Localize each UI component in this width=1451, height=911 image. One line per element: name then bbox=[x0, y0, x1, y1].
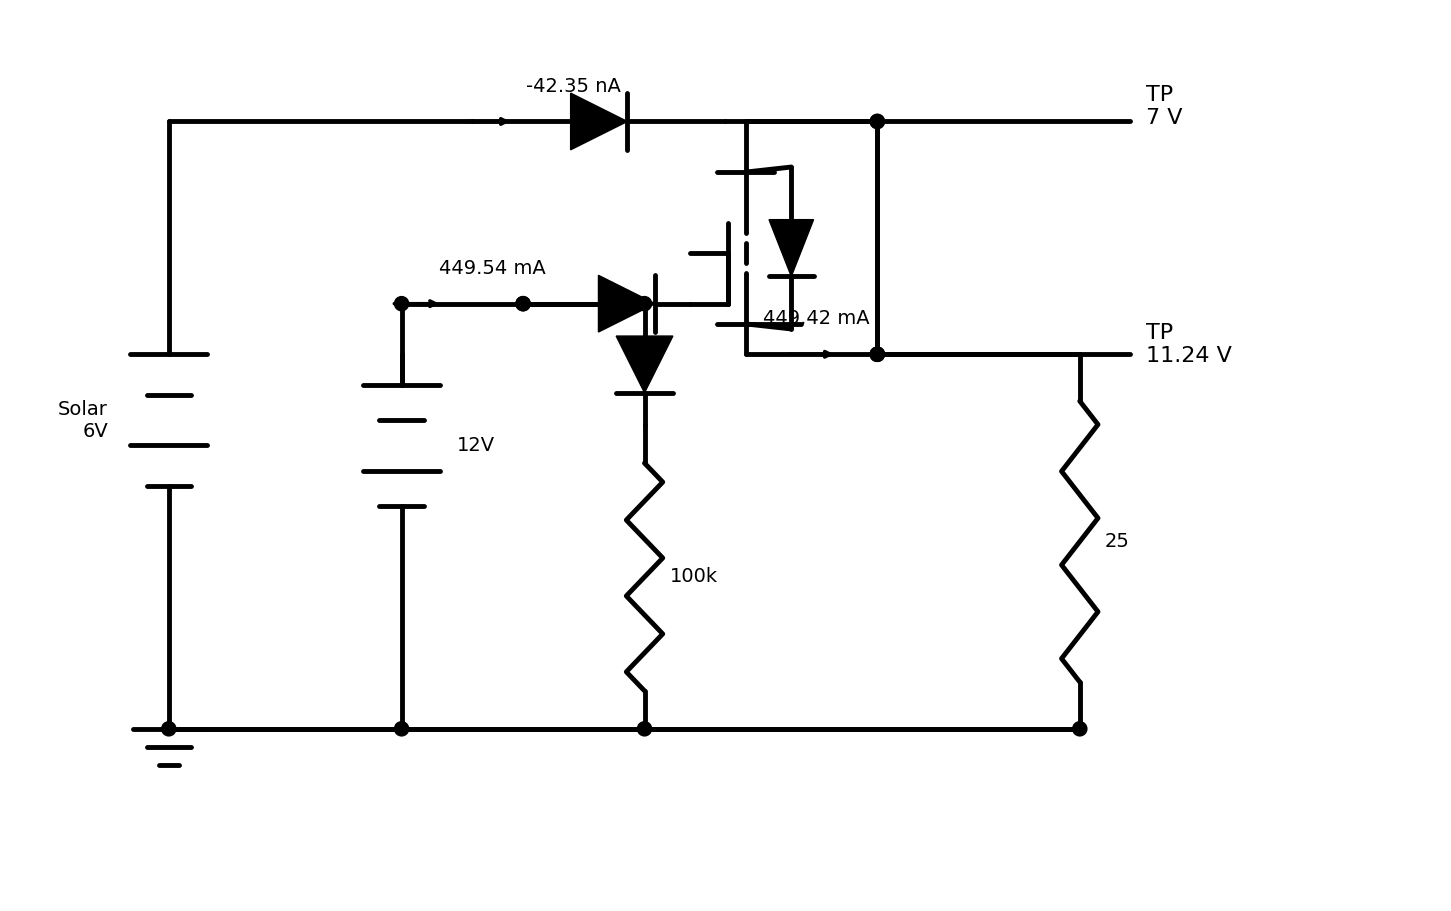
Polygon shape bbox=[617, 336, 673, 393]
Circle shape bbox=[1072, 722, 1087, 736]
Text: 449.42 mA: 449.42 mA bbox=[763, 310, 871, 328]
Circle shape bbox=[161, 722, 176, 736]
Circle shape bbox=[517, 297, 530, 311]
Circle shape bbox=[517, 297, 530, 311]
Circle shape bbox=[871, 115, 885, 128]
Circle shape bbox=[871, 347, 885, 362]
Polygon shape bbox=[769, 220, 814, 276]
Polygon shape bbox=[598, 275, 656, 332]
Polygon shape bbox=[570, 93, 627, 149]
Text: -42.35 nA: -42.35 nA bbox=[527, 77, 621, 96]
Circle shape bbox=[637, 722, 651, 736]
Text: 100k: 100k bbox=[670, 568, 718, 587]
Circle shape bbox=[871, 347, 885, 362]
Text: 25: 25 bbox=[1106, 532, 1130, 551]
Text: Solar
6V: Solar 6V bbox=[58, 400, 107, 441]
Text: 449.54 mA: 449.54 mA bbox=[440, 259, 546, 278]
Text: TP
7 V: TP 7 V bbox=[1146, 85, 1183, 128]
Circle shape bbox=[395, 722, 409, 736]
Text: 12V: 12V bbox=[457, 435, 495, 455]
Circle shape bbox=[395, 297, 409, 311]
Circle shape bbox=[637, 297, 651, 311]
Text: TP
11.24 V: TP 11.24 V bbox=[1146, 322, 1232, 365]
Circle shape bbox=[871, 115, 885, 128]
Circle shape bbox=[871, 347, 885, 362]
